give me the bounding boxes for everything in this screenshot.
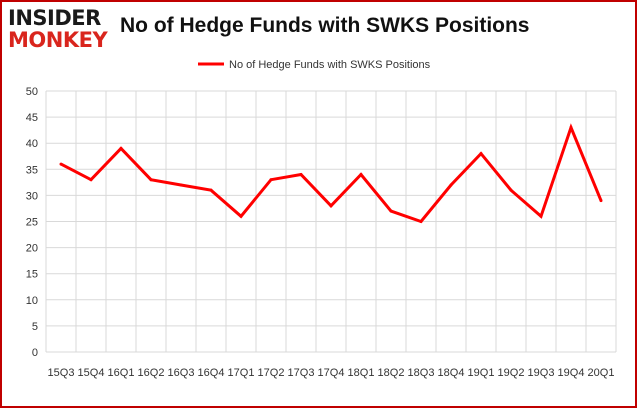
x-tick-label: 18Q3 bbox=[408, 367, 435, 379]
x-tick-label: 20Q1 bbox=[588, 367, 615, 379]
y-tick-label: 0 bbox=[32, 347, 38, 359]
y-tick-label: 40 bbox=[26, 138, 38, 150]
legend-label: No of Hedge Funds with SWKS Positions bbox=[229, 59, 431, 71]
x-tick-label: 16Q2 bbox=[138, 367, 165, 379]
y-tick-label: 50 bbox=[26, 86, 38, 98]
y-tick-label: 20 bbox=[26, 243, 38, 255]
y-tick-label: 15 bbox=[26, 269, 38, 281]
x-tick-label: 19Q4 bbox=[558, 367, 585, 379]
logo-line-2: MONKEY bbox=[8, 28, 108, 52]
data-point bbox=[269, 178, 273, 182]
x-tick-label: 19Q1 bbox=[468, 367, 495, 379]
x-tick-label: 16Q1 bbox=[108, 367, 135, 379]
y-tick-label: 35 bbox=[26, 164, 38, 176]
x-tick-label: 16Q4 bbox=[198, 367, 225, 379]
data-point bbox=[479, 152, 483, 156]
x-tick-label: 17Q1 bbox=[228, 367, 255, 379]
data-point bbox=[239, 214, 243, 218]
y-tick-label: 30 bbox=[26, 190, 38, 202]
y-tick-label: 45 bbox=[26, 112, 38, 124]
y-tick-label: 25 bbox=[26, 217, 38, 229]
data-point bbox=[89, 178, 93, 182]
legend: No of Hedge Funds with SWKS Positions bbox=[198, 59, 431, 71]
data-point bbox=[539, 214, 543, 218]
x-tick-label: 17Q2 bbox=[258, 367, 285, 379]
data-point bbox=[569, 126, 573, 130]
chart-title: No of Hedge Funds with SWKS Positions bbox=[120, 14, 530, 37]
series-line bbox=[60, 123, 603, 224]
data-point bbox=[329, 204, 333, 208]
y-tick-label: 5 bbox=[32, 321, 38, 333]
x-axis-ticks: 15Q3 15Q4 16Q1 16Q2 16Q3 16Q4 17Q1 17Q2 17Q3 17Q4… bbox=[48, 367, 615, 379]
x-tick-label: 18Q4 bbox=[438, 367, 465, 379]
data-point bbox=[299, 173, 303, 177]
data-point bbox=[179, 183, 183, 187]
data-point bbox=[509, 188, 513, 192]
y-tick-label: 10 bbox=[26, 295, 38, 307]
x-tick-label: 18Q1 bbox=[348, 367, 375, 379]
series-layer bbox=[59, 123, 603, 224]
data-point bbox=[209, 188, 213, 192]
data-point bbox=[119, 146, 123, 150]
x-tick-label: 17Q4 bbox=[318, 367, 345, 379]
gridlines bbox=[45, 90, 617, 353]
data-point bbox=[419, 220, 423, 223]
data-point bbox=[149, 178, 153, 182]
x-tick-label: 19Q2 bbox=[498, 367, 525, 379]
x-tick-label: 19Q3 bbox=[528, 367, 555, 379]
x-tick-label: 16Q3 bbox=[168, 367, 195, 379]
x-tick-label: 17Q3 bbox=[288, 367, 315, 379]
data-point bbox=[59, 162, 63, 166]
data-point bbox=[449, 183, 453, 187]
x-tick-label: 15Q4 bbox=[78, 367, 105, 379]
x-tick-label: 18Q2 bbox=[378, 367, 405, 379]
data-point bbox=[599, 199, 603, 203]
logo-line-1: INSIDER bbox=[8, 6, 101, 30]
insider-monkey-logo: INSIDER MONKEY bbox=[8, 6, 118, 52]
data-point bbox=[359, 173, 363, 177]
data-point bbox=[389, 209, 393, 213]
y-axis-ticks: 0 5 10 15 20 25 30 35 40 45 50 bbox=[26, 86, 38, 359]
x-tick-label: 15Q3 bbox=[48, 367, 75, 379]
